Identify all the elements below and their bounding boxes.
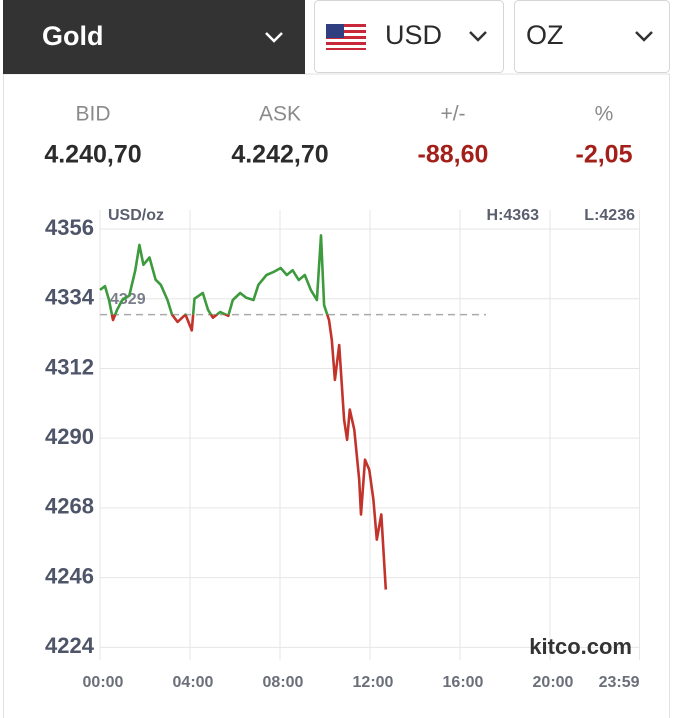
- x-tick-label: 04:00: [173, 674, 214, 691]
- quote-value: 4.240,70: [44, 141, 141, 169]
- us-flag: [326, 24, 366, 50]
- price-line-below: [110, 314, 388, 590]
- y-tick-label: 4224: [45, 633, 95, 658]
- currency-label: USD: [385, 20, 442, 50]
- quote-label: ASK: [259, 103, 301, 126]
- reference-label: 4329: [110, 291, 146, 308]
- quote-value: -2,05: [576, 141, 633, 169]
- metal-dropdown[interactable]: Gold: [3, 0, 305, 74]
- chart: 4224 4246 4268 4290 4312 4334 4356 00:00 04:00 08…: [45, 207, 641, 691]
- high-label: H:4363: [487, 207, 540, 224]
- y-tick-label: 4312: [45, 354, 94, 379]
- x-tick-label: 00:00: [83, 674, 124, 691]
- unit-label: USD/oz: [108, 207, 164, 224]
- x-tick-label: 20:00: [533, 674, 574, 691]
- metal-label: Gold: [42, 21, 104, 51]
- y-tick-label: 4356: [45, 215, 94, 240]
- low-label: L:4236: [584, 207, 635, 224]
- x-tick-label: 08:00: [263, 674, 304, 691]
- watermark: kitco.com: [529, 634, 632, 659]
- quote-label: %: [595, 103, 614, 126]
- currency-dropdown[interactable]: USD: [314, 0, 504, 73]
- y-tick-label: 4290: [45, 424, 94, 449]
- panel: [3, 73, 670, 718]
- quote-label: BID: [75, 103, 110, 126]
- y-tick-label: 4268: [45, 494, 94, 519]
- x-tick-label: 12:00: [353, 674, 394, 691]
- x-tick-label: 16:00: [443, 674, 484, 691]
- quote-value: 4.242,70: [231, 141, 328, 169]
- unit-label: OZ: [526, 20, 564, 50]
- y-tick-label: 4246: [45, 563, 94, 588]
- quote-value: -88,60: [418, 141, 489, 169]
- y-tick-label: 4334: [45, 285, 95, 310]
- quote-label: +/-: [440, 103, 465, 126]
- x-tick-label: 23:59: [599, 674, 640, 691]
- unit-dropdown[interactable]: OZ: [514, 0, 670, 73]
- price-line-above: [99, 234, 329, 315]
